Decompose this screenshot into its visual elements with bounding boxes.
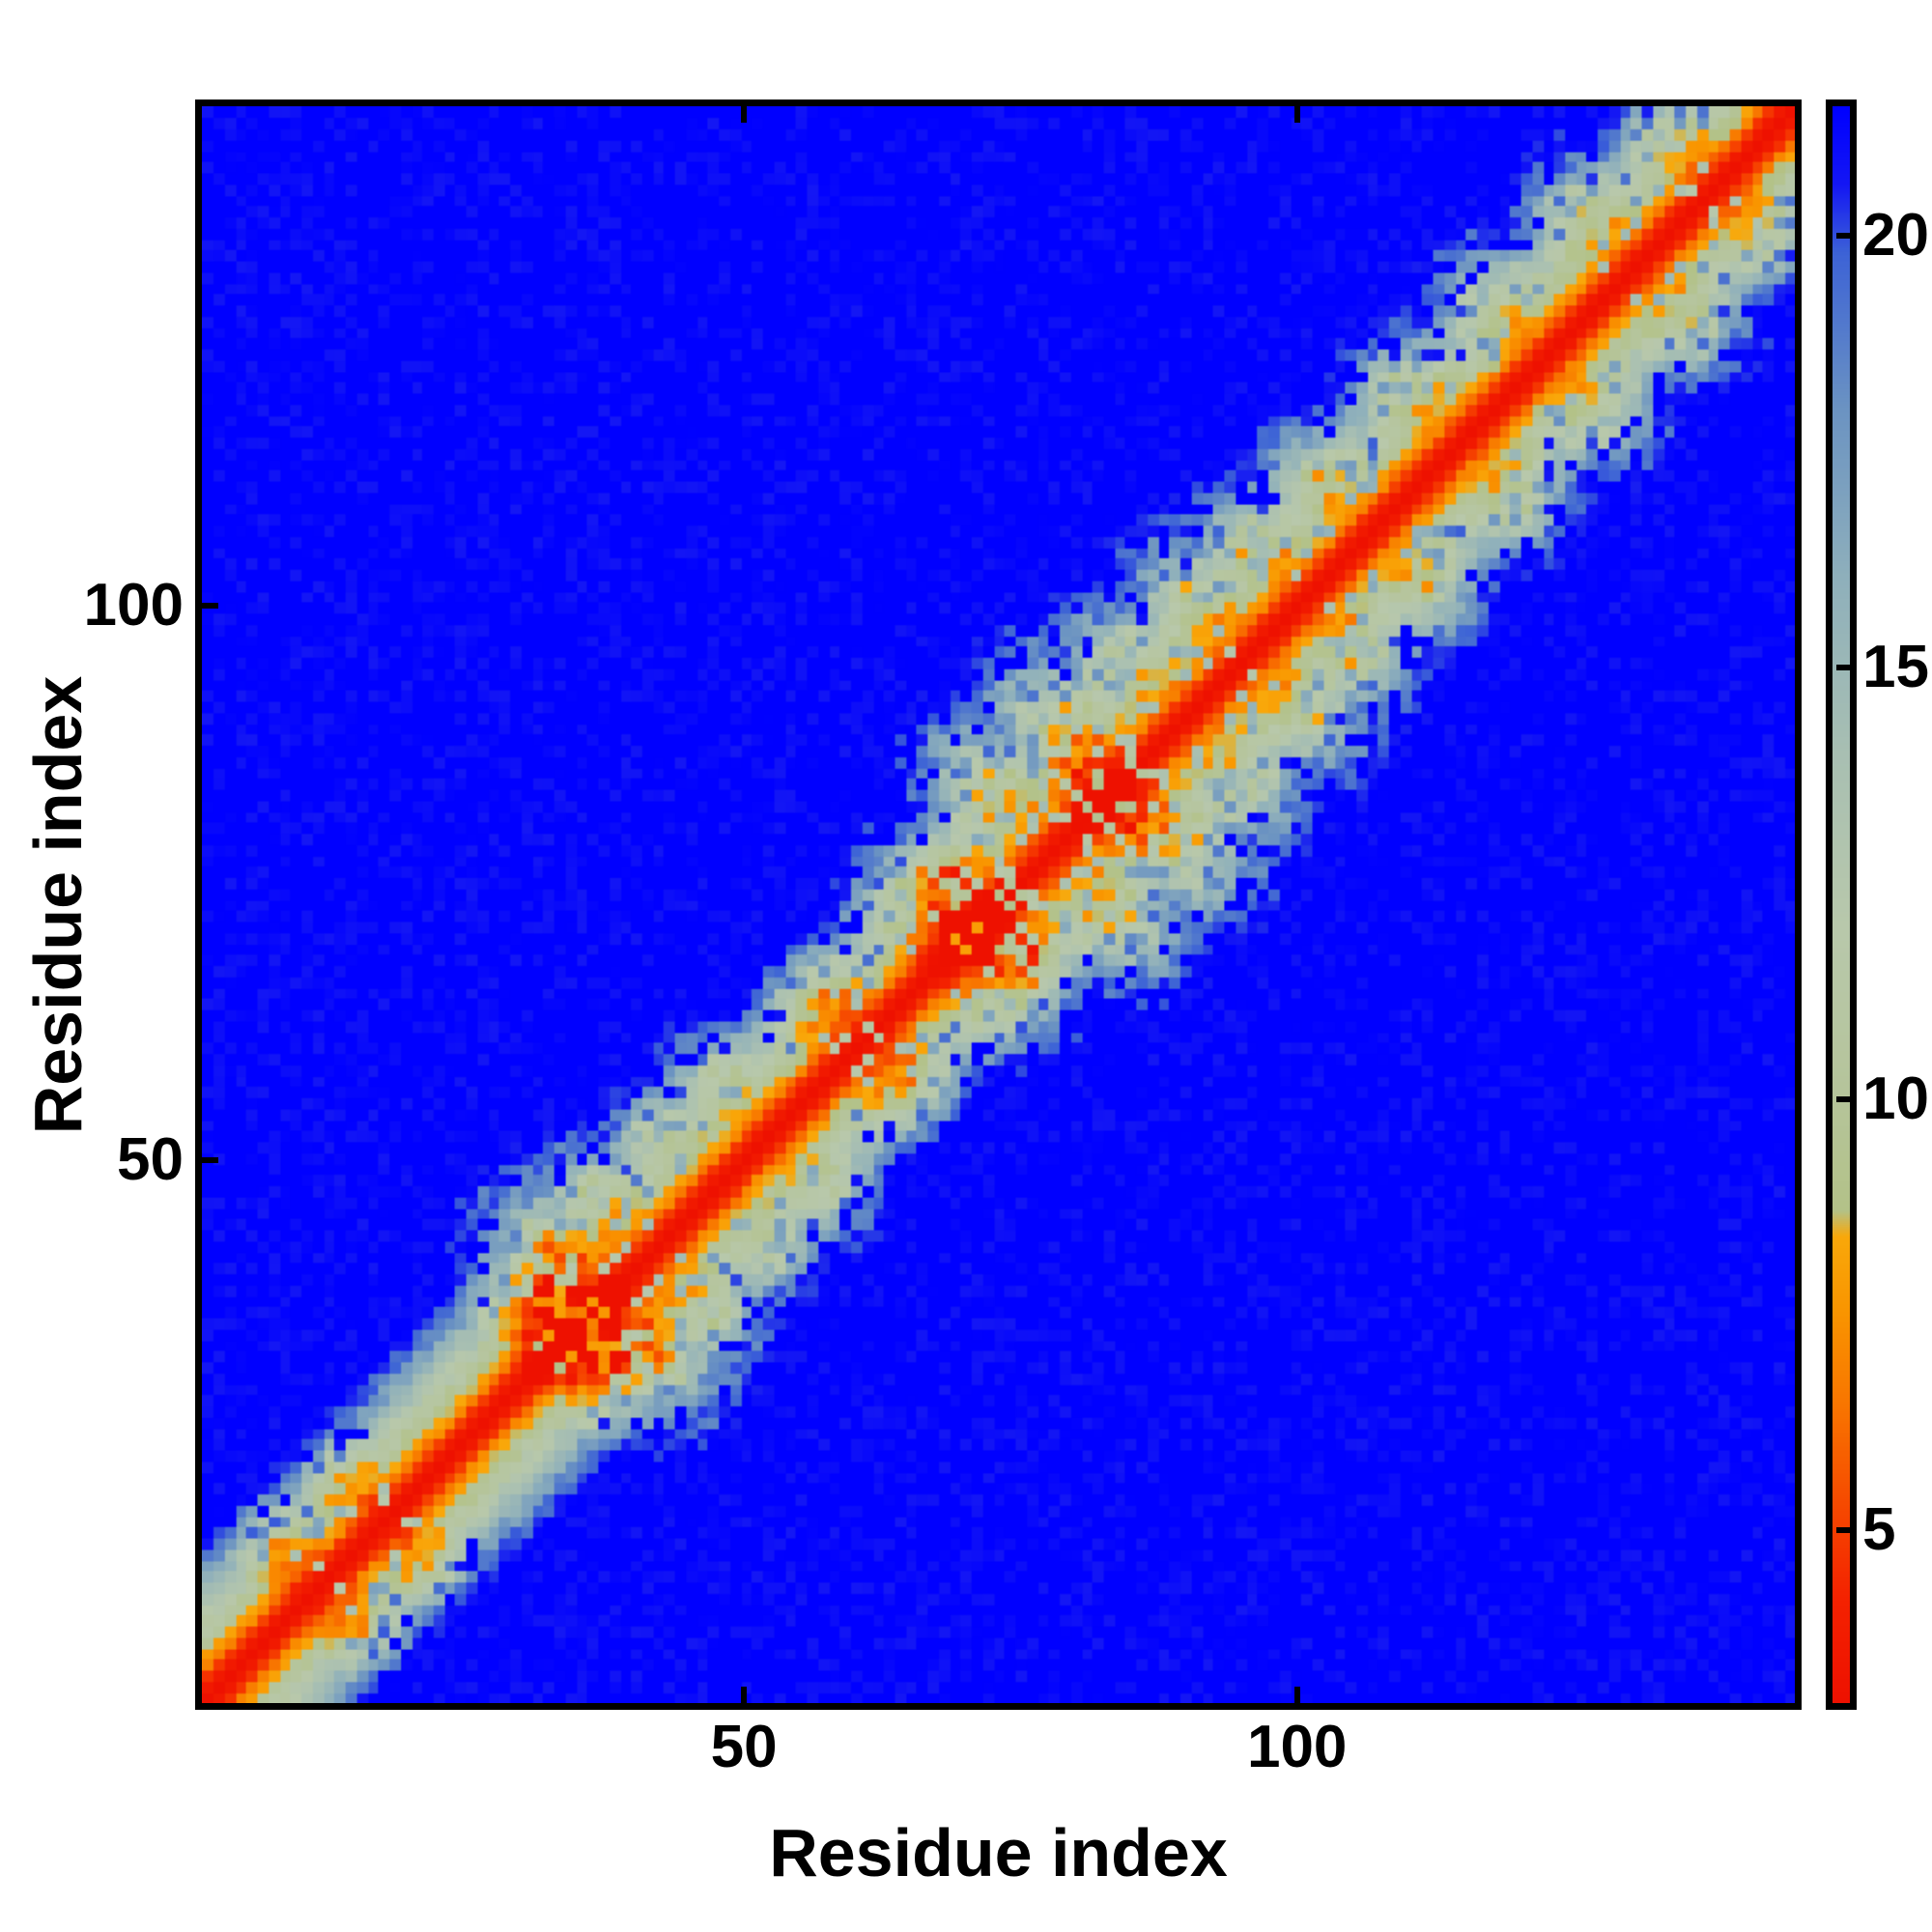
colorbar-tick-label: 5 [1862,1496,1896,1564]
x-tick-label: 100 [1246,1714,1348,1780]
x-tick-mark-top [1293,106,1300,123]
x-axis-title: Residue index [769,1815,1228,1890]
colorbar-tick-mark [1836,1095,1850,1102]
y-tick-label: 50 [117,1125,184,1193]
colorbar-tick-label: 15 [1862,633,1929,700]
colorbar-tick-mark [1836,664,1850,670]
x-tick-mark-bottom [1293,1687,1300,1703]
heatmap-canvas [202,106,1795,1703]
x-tick-label: 50 [710,1714,778,1780]
y-tick-mark [202,602,218,609]
y-axis-title: Residue index [20,675,96,1134]
colorbar [1826,99,1857,1710]
y-tick-mark [202,1156,218,1163]
heatmap-plot-area [195,99,1802,1710]
colorbar-tick-label: 20 [1862,202,1929,270]
x-tick-mark-top [741,106,748,123]
colorbar-tick-mark [1836,233,1850,240]
y-tick-label: 100 [83,571,184,639]
x-tick-mark-bottom [741,1687,748,1703]
colorbar-tick-label: 10 [1862,1065,1929,1132]
y-axis-title-wrapper: Residue index [0,99,116,1710]
colorbar-tick-mark [1836,1527,1850,1534]
colorbar-gradient [1833,106,1850,1703]
